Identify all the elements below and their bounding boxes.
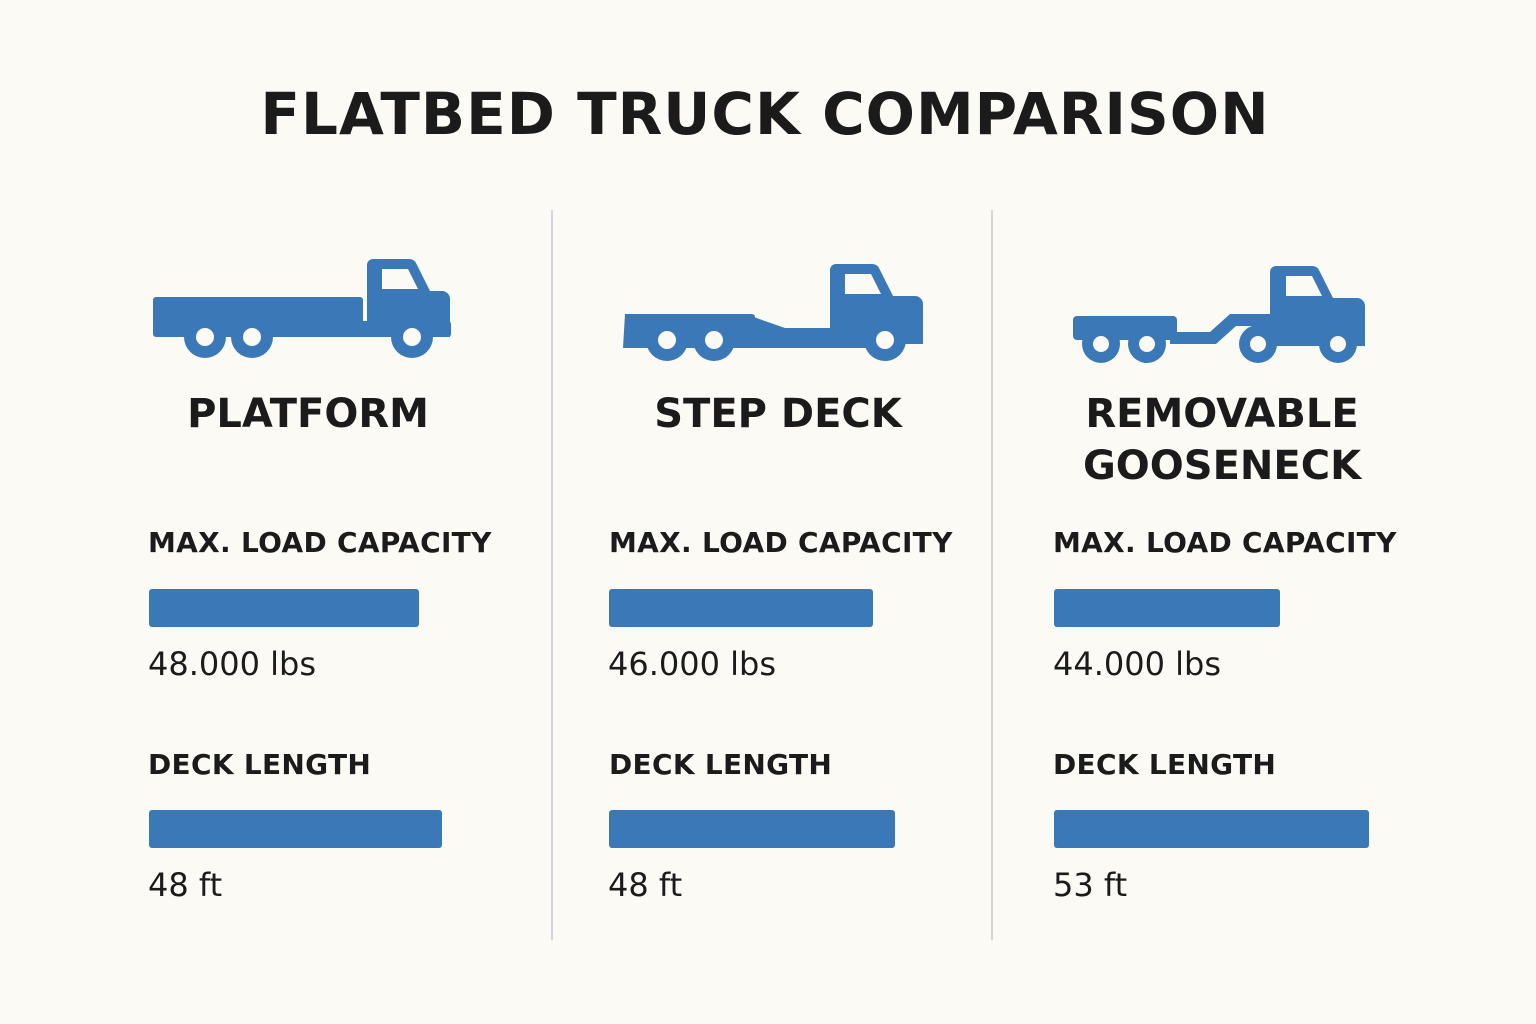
truck-name: STEP DECK: [654, 391, 902, 437]
metric-label: MAX. LOAD CAPACITY: [1053, 526, 1397, 559]
truck-name: PLATFORM: [187, 391, 429, 437]
metric-label: DECK LENGTH: [1053, 748, 1277, 781]
step-deck-truck-icon: [622, 260, 926, 364]
metric-label: DECK LENGTH: [609, 748, 833, 781]
deck-length-bar: [149, 810, 442, 848]
metric-label: MAX. LOAD CAPACITY: [609, 526, 953, 559]
page-title: FLATBED TRUCK COMPARISON: [260, 80, 1270, 148]
load-capacity-value: 48.000 lbs: [148, 645, 317, 683]
truck-name: REMOVABLE GOOSENECK: [1082, 391, 1362, 489]
deck-length-bar: [609, 810, 895, 848]
column-divider: [551, 210, 553, 940]
deck-length-value: 48 ft: [148, 866, 223, 904]
removable-gooseneck-truck-icon: [1070, 262, 1376, 366]
deck-length-bar: [1054, 810, 1369, 848]
platform-truck-icon: [150, 255, 454, 361]
truck-column-platform: PLATFORM MAX. LOAD CAPACITY 48.000 lbs D…: [0, 0, 551, 1024]
column-divider: [991, 210, 993, 940]
load-capacity-value: 44.000 lbs: [1053, 645, 1222, 683]
deck-length-value: 48 ft: [608, 866, 683, 904]
load-capacity-bar: [1054, 589, 1280, 627]
load-capacity-bar: [149, 589, 419, 627]
metric-label: DECK LENGTH: [148, 748, 372, 781]
deck-length-value: 53 ft: [1053, 866, 1128, 904]
load-capacity-bar: [609, 589, 873, 627]
truck-column-step-deck: STEP DECK MAX. LOAD CAPACITY 46.000 lbs …: [608, 260, 953, 904]
load-capacity-value: 46.000 lbs: [608, 645, 777, 683]
metric-label: MAX. LOAD CAPACITY: [148, 526, 492, 559]
